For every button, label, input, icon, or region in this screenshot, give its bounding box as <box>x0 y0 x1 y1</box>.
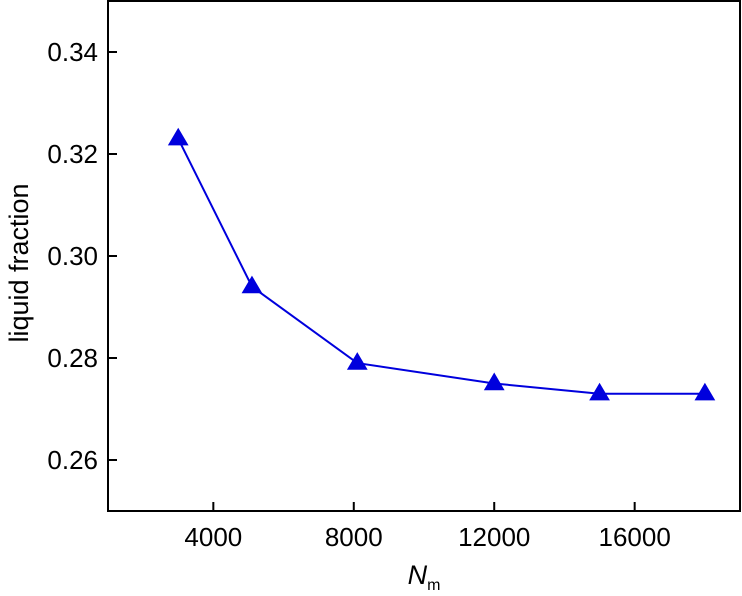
y-tick-label: 0.34 <box>47 37 98 67</box>
data-point-triangle <box>589 382 610 401</box>
y-tick-label: 0.30 <box>47 241 98 271</box>
series-layer <box>167 127 716 401</box>
data-point-triangle <box>694 382 716 401</box>
data-point-triangle <box>346 352 368 370</box>
data-point-triangle <box>483 372 505 391</box>
plot-frame <box>107 0 741 512</box>
y-axis: 0.26 0.28 0.30 0.32 0.34 <box>47 37 117 475</box>
y-axis-label: liquid fraction <box>4 183 34 342</box>
x-tick-label: 8000 <box>325 522 383 552</box>
x-tick-label: 4000 <box>184 522 242 552</box>
x-tick-label: 12000 <box>458 522 530 552</box>
x-axis-label: Nm <box>408 560 441 594</box>
x-axis-label-main: N <box>408 560 428 590</box>
y-tick-label: 0.32 <box>47 139 98 169</box>
y-tick-label: 0.26 <box>47 445 98 475</box>
x-axis: 4000 8000 12000 16000 <box>184 502 671 552</box>
y-tick-label: 0.28 <box>47 343 98 373</box>
series-line <box>177 138 705 395</box>
data-point-triangle <box>167 127 189 146</box>
x-tick-label: 16000 <box>599 522 671 552</box>
x-axis-label-sub: m <box>427 577 440 594</box>
data-point-triangle <box>241 275 263 294</box>
